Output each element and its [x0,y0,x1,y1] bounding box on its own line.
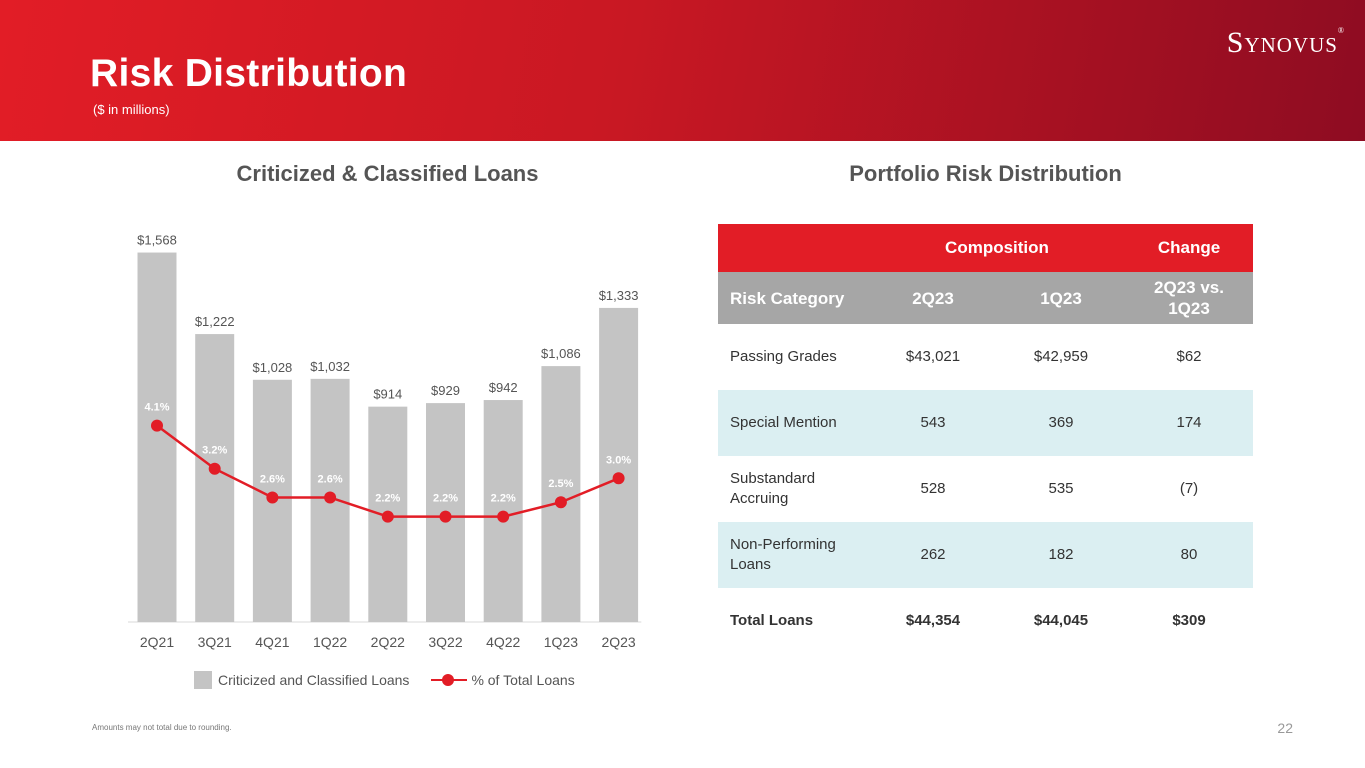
registered-mark-icon: ® [1337,26,1345,35]
bar-value-label: $929 [431,383,460,398]
line-point [381,510,394,523]
x-tick-label: 1Q22 [313,634,347,650]
line-value-label: 2.6% [260,473,285,485]
column-header-1q23: 1Q23 [1040,288,1082,308]
line-value-label: 4.1% [144,402,169,414]
line-legend-label: % of Total Loans [471,672,575,688]
row-2q23: 528 [920,480,946,497]
bar-value-label: $914 [373,387,402,402]
x-tick-label: 4Q21 [255,634,289,650]
line-point [497,510,510,523]
page-title: Risk Distribution [90,52,408,95]
row-change: $309 [1172,612,1206,629]
table-total-row: Total Loans $44,354 $44,045 $309 [718,588,1253,654]
bar [195,334,235,622]
chart-section-title: Criticized & Classified Loans [236,161,539,186]
row-category: Special Mention [730,414,837,431]
x-tick-label: 3Q22 [428,634,462,650]
line-value-label: 2.2% [433,493,458,505]
group-header-empty [718,224,869,272]
line-point [151,419,163,432]
row-category-text: Non-Performing Loans [730,536,836,573]
row-1q23: 182 [1048,546,1074,563]
column-header-2q23: 2Q23 [912,288,954,308]
line-value-label: 2.2% [375,493,400,505]
table-row: Passing Grades $43,021 $42,959 $62 [718,324,1253,390]
line-legend-marker-icon [431,671,468,689]
bar [541,366,581,622]
chart-legend: Criticized and Classified Loans % of Tot… [194,671,575,689]
line-value-label: 3.0% [606,454,631,466]
line-value-label: 2.2% [491,493,516,505]
footnote: Amounts may not total due to rounding. [92,723,232,732]
row-change: $62 [1176,348,1202,365]
row-category: Total Loans [730,612,814,629]
row-change: (7) [1179,480,1199,497]
criticized-classified-chart: $1,568 2Q21 $1,222 3Q21 $1,028 4Q21 $1,032 1Q22… [128,233,642,650]
line-point [266,491,279,504]
row-category: Passing Grades [730,348,837,365]
x-tick-label: 2Q23 [601,634,635,650]
table-row: Special Mention 543 369 174 [718,390,1253,456]
table-group-header-row: Composition Change [718,224,1253,272]
table-row: Substandard Accruing 528 535 (7) [718,456,1253,522]
page-subtitle: ($ in millions) [93,102,170,117]
bar-value-label: $1,568 [137,233,177,248]
bar [599,307,639,622]
page-number: 22 [1277,720,1293,736]
x-tick-label: 2Q21 [140,634,174,650]
bar-legend-swatch [194,671,212,689]
line-point [554,496,567,509]
line-point [439,510,452,523]
table-section-title: Portfolio Risk Distribution [849,161,1122,186]
table-row: Non-Performing Loans 262 182 80 [718,522,1253,588]
risk-distribution-table: Composition Change Risk Category 2Q23 1Q… [718,224,1253,654]
row-1q23: $44,045 [1033,612,1089,629]
bar-value-label: $1,333 [599,288,639,303]
row-1q23: 369 [1048,414,1074,431]
x-tick-label: 4Q22 [486,634,520,650]
bar-value-label: $1,032 [310,359,350,374]
row-1q23: 535 [1048,480,1074,497]
line-point [612,472,625,485]
logo-text: Synovus [1226,26,1338,59]
bar [137,252,177,622]
row-change: 80 [1180,546,1198,563]
row-2q23: $43,021 [905,348,961,365]
line-point [324,491,337,504]
x-tick-label: 1Q23 [544,634,578,650]
bar-legend-label: Criticized and Classified Loans [218,672,410,688]
composition-header: Composition [945,238,1049,257]
row-2q23: 543 [920,414,946,431]
bar-value-label: $1,222 [195,314,235,329]
change-header: Change [1157,238,1221,257]
x-tick-label: 3Q21 [198,634,232,650]
row-2q23: $44,354 [905,612,961,629]
line-value-label: 3.2% [202,445,227,457]
row-1q23: $42,959 [1033,348,1089,365]
line-point [208,462,221,475]
bar-value-label: $1,028 [253,360,293,375]
row-category: Substandard Accruing [718,456,869,522]
x-tick-label: 2Q22 [371,634,405,650]
synovus-logo: Synovus® [1227,26,1345,60]
column-header-change: 2Q23 vs. 1Q23 [1154,278,1224,318]
header-banner: Risk Distribution ($ in millions) Synovu… [0,0,1365,141]
line-value-label: 2.5% [548,478,573,490]
row-category: Non-Performing Loans [718,522,869,588]
bar-value-label: $942 [489,380,518,395]
column-header-risk-category: Risk Category [730,288,845,308]
row-change: 174 [1176,414,1202,431]
row-2q23: 262 [920,546,946,563]
row-category-text: Substandard Accruing [730,470,816,507]
table-column-header-row: Risk Category 2Q23 1Q23 2Q23 vs. 1Q23 [718,272,1253,324]
bar-value-label: $1,086 [541,346,581,361]
line-value-label: 2.6% [318,473,343,485]
